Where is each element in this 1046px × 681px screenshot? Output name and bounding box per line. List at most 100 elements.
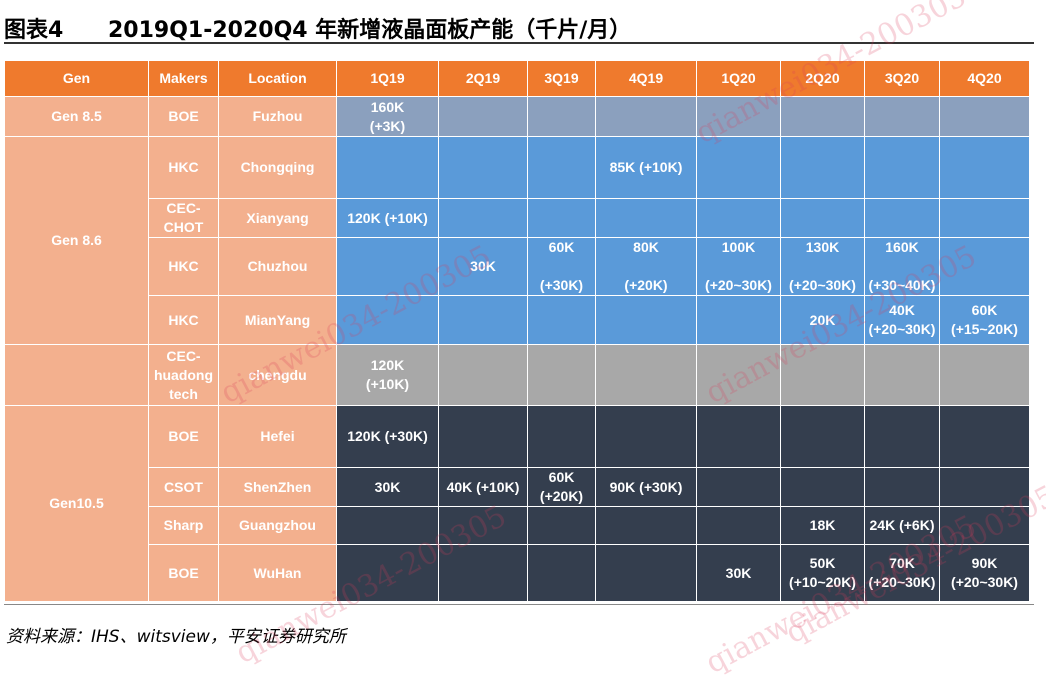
- location-cell: chengdu: [218, 344, 337, 406]
- capacity-cell: 120K (+30K): [336, 405, 439, 468]
- maker-cell: BOE: [148, 544, 219, 602]
- source-note: 资料来源：IHS、witsview，平安证券研究所: [6, 627, 346, 647]
- capacity-cell: 50K (+10~20K): [780, 544, 865, 602]
- gen-cell: Gen 8.6: [4, 136, 149, 345]
- capacity-cell: [939, 344, 1030, 406]
- figure-title: 2019Q1-2020Q4 年新增液晶面板产能（千片/月）: [108, 18, 632, 43]
- capacity-cell: [438, 506, 528, 545]
- capacity-cell: [527, 544, 596, 602]
- capacity-cell: [780, 136, 865, 199]
- header-makers: Makers: [148, 60, 219, 97]
- maker-cell: Sharp: [148, 506, 219, 545]
- figure-title-row: 图表4 2019Q1-2020Q4 年新增液晶面板产能（千片/月）: [4, 8, 1034, 43]
- capacity-cell: [336, 544, 439, 602]
- capacity-cell: [864, 198, 940, 238]
- table-row: Gen10.5 BOE Hefei 120K (+30K): [4, 405, 1030, 602]
- capacity-cell: [595, 344, 697, 406]
- capacity-table: Gen Makers Location 1Q19 2Q19 3Q19 4Q19 …: [4, 60, 1030, 602]
- capacity-cell: [864, 96, 940, 137]
- capacity-cell: [527, 136, 596, 199]
- capacity-cell: [696, 405, 781, 468]
- location-cell: ShenZhen: [218, 467, 337, 507]
- location-cell: Chongqing: [218, 136, 337, 199]
- capacity-cell: 30K: [336, 467, 439, 507]
- location-cell: Guangzhou: [218, 506, 337, 545]
- capacity-cell: [696, 467, 781, 507]
- capacity-cell: [864, 405, 940, 468]
- capacity-cell: [438, 295, 528, 345]
- capacity-cell: 100K (+20~30K): [696, 237, 781, 296]
- capacity-cell: [438, 198, 528, 238]
- header-4q19: 4Q19: [595, 60, 697, 97]
- location-cell: Chuzhou: [218, 237, 337, 296]
- capacity-cell: [336, 237, 439, 296]
- capacity-cell: [939, 405, 1030, 468]
- capacity-cell: 160K (+3K): [336, 96, 439, 137]
- capacity-cell: [595, 405, 697, 468]
- location-cell: Fuzhou: [218, 96, 337, 137]
- capacity-cell: [595, 506, 697, 545]
- location-cell: Hefei: [218, 405, 337, 468]
- source-rule: [4, 604, 1034, 605]
- maker-cell: CEC- CHOT: [148, 198, 219, 238]
- capacity-cell: [780, 96, 865, 137]
- capacity-cell: [864, 467, 940, 507]
- capacity-cell: [939, 467, 1030, 507]
- maker-cell: CEC- huadong tech: [148, 344, 219, 406]
- maker-cell: HKC: [148, 136, 219, 199]
- capacity-cell: [780, 198, 865, 238]
- capacity-cell: 160K (+30~40K): [864, 237, 940, 296]
- capacity-cell: [696, 136, 781, 199]
- capacity-cell: [438, 136, 528, 199]
- table-row: Gen 8.5 BOE Fuzhou 160K (+3K): [4, 96, 1030, 137]
- table-row: Sharp Guangzhou 18K 24K (+6K): [5, 506, 1030, 545]
- header-2q20: 2Q20: [780, 60, 865, 97]
- capacity-cell: [939, 237, 1030, 296]
- capacity-cell: 60K (+15~20K): [939, 295, 1030, 345]
- header-1q20: 1Q20: [696, 60, 781, 97]
- capacity-cell: [438, 544, 528, 602]
- capacity-cell: [438, 344, 528, 406]
- capacity-cell: 130K (+20~30K): [780, 237, 865, 296]
- capacity-cell: 85K (+10K): [595, 136, 697, 199]
- header-row: Gen Makers Location 1Q19 2Q19 3Q19 4Q19 …: [4, 60, 1030, 97]
- gen-cell-empty: [4, 344, 149, 406]
- header-location: Location: [218, 60, 337, 97]
- table-row: CEC- huadong tech chengdu 120K (+10K): [4, 344, 1030, 406]
- capacity-cell: [939, 96, 1030, 137]
- gen-cell: Gen 8.5: [4, 96, 149, 137]
- capacity-cell: [527, 295, 596, 345]
- capacity-cell: [438, 405, 528, 468]
- capacity-cell: 24K (+6K): [864, 506, 940, 545]
- capacity-cell: [864, 344, 940, 406]
- capacity-cell: [438, 96, 528, 137]
- table-body: Gen 8.5 BOE Fuzhou 160K (+3K) Gen 8.6 HKC Chon…: [4, 96, 1030, 602]
- table-row: HKC Chuzhou 30K 60K (+30K) 80K (+20K) 100K (+…: [5, 237, 1030, 296]
- location-cell: MianYang: [218, 295, 337, 345]
- capacity-cell: [780, 405, 865, 468]
- capacity-cell: [864, 136, 940, 199]
- capacity-cell: [527, 198, 596, 238]
- capacity-cell: 120K (+10K): [336, 344, 439, 406]
- maker-cell: BOE: [148, 96, 219, 137]
- maker-cell: BOE: [148, 405, 219, 468]
- capacity-cell: 70K (+20~30K): [864, 544, 940, 602]
- capacity-cell: [595, 544, 697, 602]
- table-row: HKC MianYang 20K 40K (+20~30K) 60K (+15~20K): [5, 295, 1030, 345]
- capacity-cell: [939, 506, 1030, 545]
- capacity-cell: [595, 295, 697, 345]
- header-4q20: 4Q20: [939, 60, 1030, 97]
- capacity-cell: [696, 295, 781, 345]
- capacity-cell: [336, 506, 439, 545]
- capacity-cell: 120K (+10K): [336, 198, 439, 238]
- table-row: CSOT ShenZhen 30K 40K (+10K) 60K (+20K) 90K (…: [5, 467, 1030, 507]
- header-3q19: 3Q19: [527, 60, 596, 97]
- header-1q19: 1Q19: [336, 60, 439, 97]
- figure-label: 图表4: [4, 18, 64, 43]
- capacity-cell: 90K (+30K): [595, 467, 697, 507]
- capacity-cell: [336, 295, 439, 345]
- capacity-cell: [780, 344, 865, 406]
- table-row: CEC- CHOT Xianyang 120K (+10K): [5, 198, 1030, 238]
- capacity-cell: 80K (+20K): [595, 237, 697, 296]
- capacity-cell: [527, 96, 596, 137]
